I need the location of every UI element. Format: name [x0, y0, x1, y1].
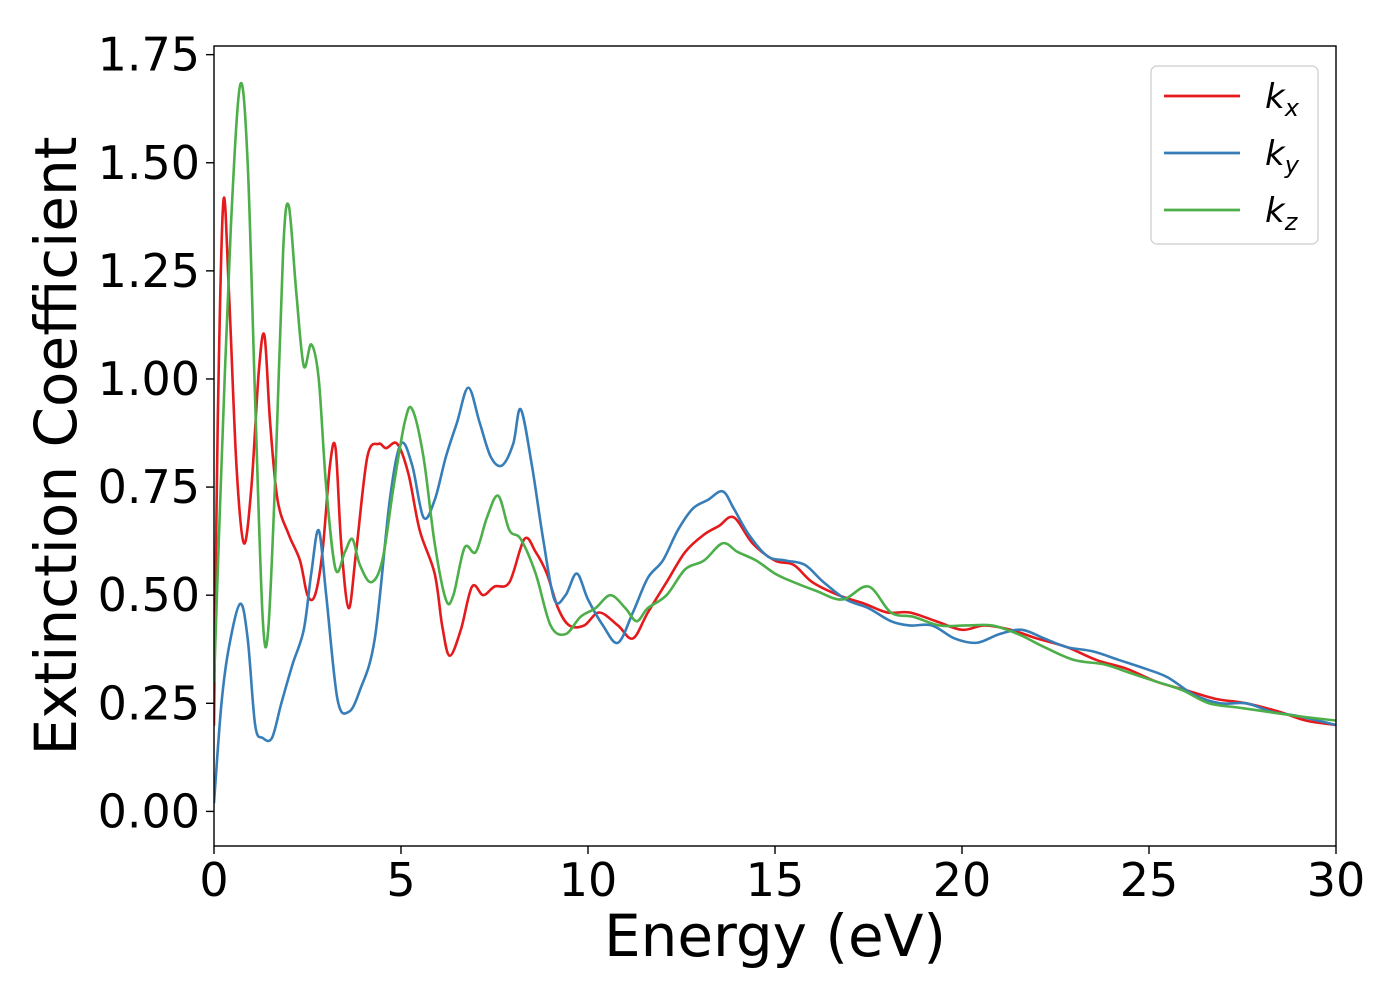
- x-tick-label: 20: [933, 853, 992, 907]
- y-tick-label: 1.00: [98, 352, 200, 406]
- axis-ticks: 0 5 10 15 20 25 30 0.00 0.25 0.50 0.75 1.00 1.25 1.50…: [98, 28, 1366, 907]
- y-tick-label: 0.75: [98, 460, 200, 514]
- x-tick-label: 25: [1120, 853, 1179, 907]
- y-tick-label: 1.75: [98, 28, 200, 82]
- series-line-kx: [214, 196, 1336, 727]
- y-tick-label: 0.50: [98, 568, 200, 622]
- y-axis-label: Extinction Coefficient: [22, 137, 90, 756]
- legend-box: [1150, 65, 1319, 245]
- y-tick-label: 1.25: [98, 244, 200, 298]
- series-line-ky: [214, 386, 1336, 805]
- y-tick-label: 1.50: [98, 136, 200, 190]
- x-axis-label: Energy (eV): [604, 902, 946, 970]
- x-tick-label: 15: [746, 853, 805, 907]
- series-lines: [214, 81, 1336, 805]
- y-tick-label: 0.25: [98, 676, 200, 730]
- x-tick-label: 30: [1307, 853, 1366, 907]
- x-tick-label: 5: [386, 853, 415, 907]
- series-line-kz: [214, 81, 1336, 722]
- y-tick-label: 0.00: [98, 784, 200, 838]
- x-tick-label: 0: [199, 853, 228, 907]
- x-tick-label: 10: [559, 853, 618, 907]
